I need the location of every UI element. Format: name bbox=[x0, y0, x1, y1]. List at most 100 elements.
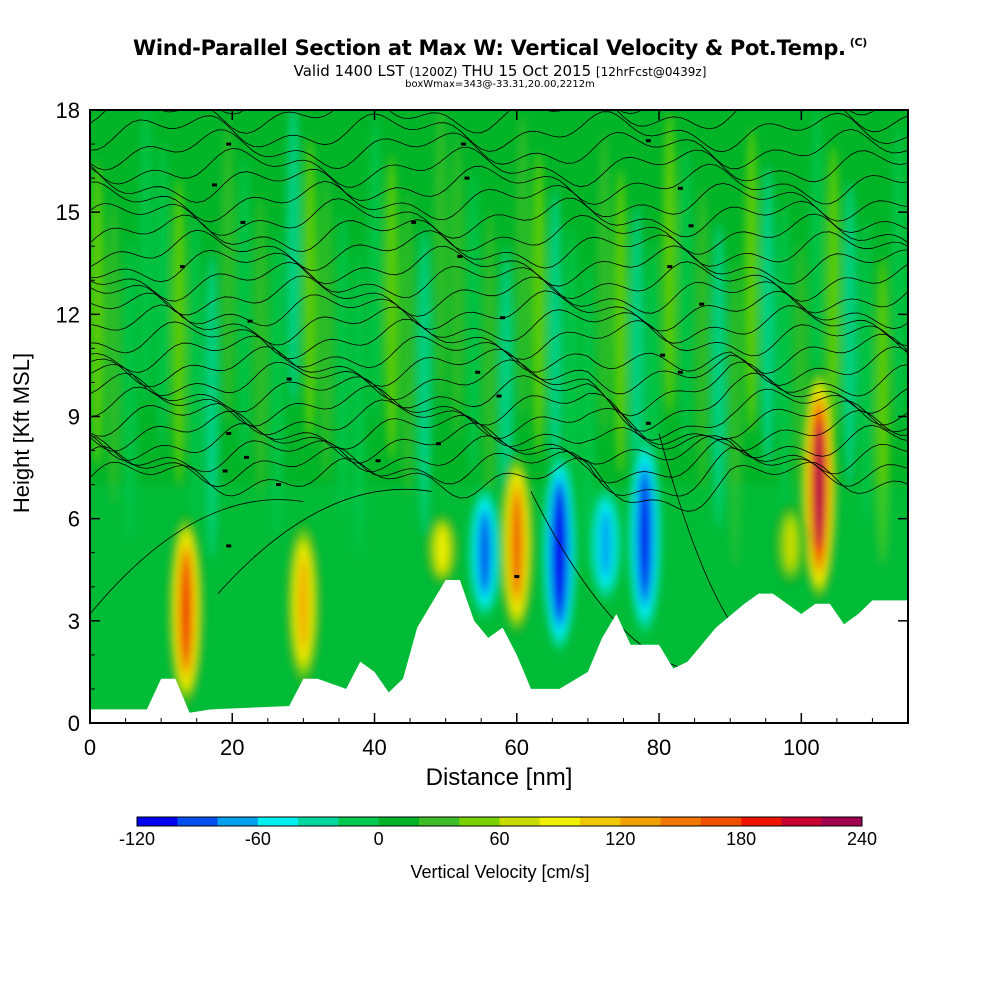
isentrope-line bbox=[90, 410, 908, 452]
forecast-label: [12hrFcst@0439z] bbox=[595, 65, 707, 79]
wind-marker bbox=[375, 459, 381, 463]
field-streak bbox=[809, 110, 824, 414]
wind-marker bbox=[667, 265, 673, 269]
colorbar-label: Vertical Velocity [cm/s] bbox=[410, 862, 590, 882]
colorbar-tick-label: 240 bbox=[847, 829, 877, 849]
x-tick-label: 20 bbox=[220, 735, 244, 760]
updraft-core bbox=[514, 499, 520, 589]
isentrope-line bbox=[90, 111, 908, 153]
colorbar-swatch bbox=[459, 817, 500, 826]
field-streak bbox=[253, 195, 268, 502]
field-streak bbox=[417, 229, 432, 536]
field-streak bbox=[335, 212, 350, 519]
isentrope-line bbox=[90, 229, 908, 271]
field-streak bbox=[237, 157, 252, 465]
field-streak bbox=[695, 184, 710, 492]
field-streak bbox=[597, 130, 612, 437]
isentrope-line bbox=[90, 359, 908, 417]
field-streak bbox=[139, 110, 154, 410]
colorbar-swatch bbox=[378, 817, 420, 826]
isentrope-line bbox=[90, 128, 908, 171]
updraft-core bbox=[785, 519, 796, 569]
field-streak bbox=[286, 110, 301, 407]
isentrope-lines bbox=[90, 110, 908, 673]
wind-marker bbox=[660, 353, 666, 357]
wind-marker bbox=[699, 302, 705, 306]
field-streak bbox=[351, 249, 366, 557]
copyright-mark: (C) bbox=[849, 36, 868, 49]
y-tick-label: 9 bbox=[68, 405, 80, 430]
colorbar-tick-label: 120 bbox=[605, 829, 635, 849]
isentrope-line bbox=[90, 435, 908, 484]
wind-marker bbox=[247, 319, 253, 323]
terrain-mask bbox=[90, 580, 908, 723]
x-tick-label: 100 bbox=[783, 735, 820, 760]
chart-subtitle: Valid 1400 LST (1200Z) THU 15 Oct 2015 [… bbox=[0, 62, 1000, 80]
colorbar-swatch bbox=[298, 817, 339, 826]
colorbar-tick-label: 60 bbox=[489, 829, 509, 849]
updraft-core bbox=[817, 430, 822, 539]
isentrope-line bbox=[530, 491, 695, 673]
colorbar-tick-label: 0 bbox=[374, 829, 384, 849]
colorbar-swatch bbox=[580, 817, 621, 826]
field-streak bbox=[171, 178, 186, 485]
colorbar-swatch bbox=[821, 817, 863, 826]
x-tick-label: 40 bbox=[362, 735, 386, 760]
field-streak bbox=[531, 150, 546, 458]
colorbar-swatch bbox=[418, 817, 460, 826]
colorbar-swatch bbox=[741, 817, 782, 826]
wind-marker bbox=[179, 265, 185, 269]
colorbar-swatch bbox=[499, 817, 541, 826]
isentrope-line bbox=[90, 261, 908, 302]
isentrope-line bbox=[90, 346, 908, 395]
downdraft-core bbox=[641, 482, 649, 589]
valid-utc: (1200Z) bbox=[409, 65, 458, 79]
wind-markers bbox=[179, 139, 705, 579]
colorbar-swatch bbox=[217, 817, 259, 826]
wind-marker bbox=[226, 544, 232, 548]
isentrope-line bbox=[90, 499, 304, 615]
field-streak bbox=[368, 116, 383, 424]
colorbar-swatch bbox=[781, 817, 823, 826]
title-text: Wind-Parallel Section at Max W: Vertical… bbox=[133, 36, 846, 60]
wind-marker bbox=[411, 220, 417, 224]
field-streak bbox=[662, 110, 677, 417]
x-axis: 0 20 40 60 80 100 bbox=[84, 110, 873, 760]
wind-marker bbox=[514, 575, 520, 579]
field-streak bbox=[400, 191, 415, 499]
valid-date: THU 15 Oct 2015 bbox=[462, 62, 592, 80]
x-tick-label: 60 bbox=[505, 735, 529, 760]
isentrope-line bbox=[220, 110, 876, 116]
y-axis: 0 3 6 9 12 15 18 bbox=[56, 98, 908, 736]
field-streak bbox=[302, 137, 317, 444]
wind-marker bbox=[211, 183, 217, 187]
colorbar-frame bbox=[136, 816, 863, 827]
field-streak bbox=[515, 113, 530, 420]
isentrope-line bbox=[90, 180, 908, 223]
chart-title: Wind-Parallel Section at Max W: Vertical… bbox=[0, 36, 1000, 60]
x-tick-label: 0 bbox=[84, 735, 96, 760]
wind-marker bbox=[226, 432, 232, 436]
y-axis-label: Height [Kft MSL] bbox=[9, 352, 34, 514]
field-streak bbox=[188, 215, 203, 523]
wind-marker bbox=[226, 142, 232, 146]
isentrope-line bbox=[217, 488, 432, 594]
field-streak bbox=[891, 123, 906, 431]
isentrope-line bbox=[90, 245, 908, 287]
colorbar-swatch bbox=[700, 817, 742, 826]
isentrope-line bbox=[90, 385, 908, 441]
isentrope-line bbox=[90, 275, 908, 317]
downdraft-core bbox=[600, 510, 611, 579]
y-axis-label-wrap: Height [Kft MSL] bbox=[9, 353, 34, 513]
field-streak bbox=[482, 208, 497, 516]
y-tick-label: 6 bbox=[68, 507, 80, 532]
colorbar-swatch bbox=[620, 817, 662, 826]
y-tick-label: 0 bbox=[68, 711, 80, 736]
wind-marker bbox=[688, 224, 694, 228]
x-tick-label: 80 bbox=[647, 735, 671, 760]
isentrope-line bbox=[90, 213, 908, 255]
y-tick-label: 15 bbox=[56, 200, 80, 225]
field-streak bbox=[777, 201, 792, 509]
field-streak bbox=[679, 147, 694, 454]
